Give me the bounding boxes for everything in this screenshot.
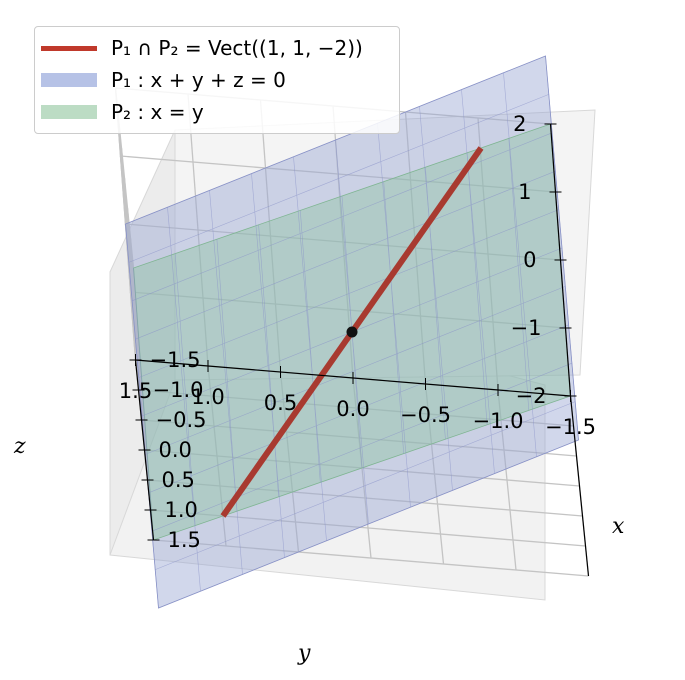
mesh-line — [148, 324, 569, 494]
mesh-line-p2 — [216, 239, 238, 512]
mesh-line — [155, 401, 576, 570]
x-ticks: −1.5 −1.0 −0.5 0.0 0.5 1.0 1.5 — [129, 348, 207, 552]
legend-item-plane2: P₂ : x = y — [41, 97, 204, 127]
mesh-line-p2 — [258, 224, 279, 497]
mesh-line-p2 — [174, 253, 196, 526]
mesh-line — [167, 207, 201, 592]
mesh-line-p2 — [425, 167, 446, 440]
mesh-line — [293, 156, 327, 541]
y-ticks: −1.5 −1.0 −0.5 0.0 0.5 1.0 1.5 — [119, 354, 596, 439]
x-axis-label: x — [612, 514, 625, 539]
legend-label-plane2: P₂ : x = y — [111, 100, 204, 124]
z-tick-label: 1 — [518, 180, 531, 204]
legend: P₁ ∩ P₂ = Vect((1, 1, −2)) P₁ : x + y + … — [34, 26, 400, 134]
y-tick-label: 1.5 — [119, 379, 152, 403]
y-axis-label: y — [297, 641, 311, 666]
mesh-line — [125, 223, 159, 609]
x-tick-label: −0.5 — [156, 408, 207, 432]
legend-label-plane1: P₁ : x + y + z = 0 — [111, 68, 286, 92]
grid-line — [119, 155, 140, 337]
mesh-line-p2 — [383, 181, 404, 454]
mesh-line-p2 — [466, 152, 488, 425]
mesh-line-p2 — [508, 138, 530, 411]
mesh-line — [145, 286, 566, 455]
grid-line — [120, 155, 556, 193]
mesh-line — [158, 439, 579, 609]
y-tick-label: 0.0 — [336, 397, 369, 421]
y-tick-label: −1.0 — [473, 409, 524, 433]
mesh-line-p2 — [300, 210, 321, 483]
z-ticks: −2 −1 0 1 2 — [511, 112, 577, 408]
z-axis-label: z — [13, 434, 26, 459]
x-tick-label: 1.5 — [168, 528, 201, 552]
y-tick-label: −1.5 — [545, 415, 596, 439]
x-tick-label: 0.0 — [159, 438, 192, 462]
x-tick-label: −1.0 — [153, 378, 204, 402]
legend-swatch-plane2 — [41, 105, 97, 119]
z-tick-label: 0 — [523, 248, 536, 272]
legend-item-line: P₁ ∩ P₂ = Vect((1, 1, −2)) — [41, 33, 363, 63]
x-tick-label: −1.5 — [150, 348, 201, 372]
x-tick-label: 1.0 — [165, 498, 198, 522]
grid-line — [130, 291, 566, 329]
x-axis-line-hidden — [569, 395, 590, 577]
mesh-line-p2 — [133, 267, 154, 541]
z-tick-label: 2 — [513, 112, 526, 136]
legend-item-plane1: P₁ : x + y + z = 0 — [41, 65, 286, 95]
origin-point — [346, 326, 358, 338]
z-tick-label: −2 — [516, 384, 547, 408]
grid-line — [129, 291, 150, 473]
y-tick-label: 0.5 — [264, 391, 297, 415]
x-tick-label: 0.5 — [162, 468, 195, 492]
legend-swatch-plane1 — [41, 73, 97, 87]
y-tick-label: 1.0 — [191, 385, 224, 409]
grid-line — [424, 383, 445, 565]
grid-line — [124, 223, 145, 405]
legend-label-line: P₁ ∩ P₂ = Vect((1, 1, −2)) — [111, 36, 363, 60]
y-tick-label: −0.5 — [400, 403, 451, 427]
grid-line — [125, 223, 561, 261]
grid-line — [279, 371, 300, 553]
legend-swatch-line — [41, 45, 97, 51]
mesh-line — [151, 362, 573, 532]
mesh-line — [251, 173, 285, 558]
z-tick-label: −1 — [511, 316, 542, 340]
